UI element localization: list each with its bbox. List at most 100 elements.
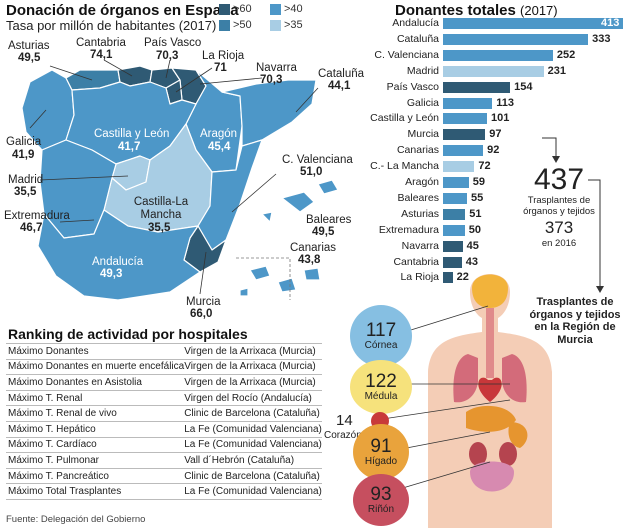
value-andalucia: 49,3 (100, 268, 123, 280)
bar-label: Galicia (406, 96, 439, 109)
bar-value: 101 (491, 112, 510, 125)
bar (443, 81, 511, 93)
bar-label: País Vasco (386, 80, 439, 93)
table-row: Máximo Donantes en muerte encefálica Virg… (6, 358, 322, 375)
stomach-icon (508, 422, 528, 448)
bar (443, 256, 462, 268)
bar (443, 18, 623, 29)
table-row: Máximo T. Hepático La Fe (Comunidad Valen… (6, 420, 322, 438)
bar-value: 92 (487, 144, 500, 157)
bar (443, 113, 488, 125)
source-note: Fuente: Delegación del Gobierno (6, 514, 146, 525)
organ-corazon-label: Corazón (324, 430, 362, 441)
ranking-hospital: Virgen del Rocío (Andalucía) (184, 389, 322, 406)
value-galicia: 41,9 (12, 149, 35, 161)
bar-label: Cantabria (393, 255, 439, 268)
ranking-table: Máximo Donantes Virgen de la Arrixaca (Mu… (6, 343, 322, 500)
bar-label: C. Valenciana (374, 48, 439, 61)
ranking-metric: Máximo T. Renal de vivo (6, 405, 185, 422)
bar-label: Castilla y León (370, 112, 439, 125)
table-row: Máximo T. Cardíaco La Fe (Comunidad Valen… (6, 436, 322, 453)
ranking-metric: Máximo T. Renal (6, 389, 185, 406)
bar-label: Madrid (406, 64, 439, 77)
kidney-icon (469, 442, 487, 466)
label-extremadura: Extremadura (4, 210, 70, 222)
region-cataluna (221, 79, 317, 147)
bar-label: La Rioja (400, 271, 439, 284)
bar (443, 161, 475, 173)
value-cataluna: 44,1 (328, 80, 351, 92)
bar-label: Murcia (407, 128, 439, 141)
legend-label-35: >35 (284, 19, 303, 31)
bar (443, 33, 589, 45)
bar-value: 59 (472, 176, 485, 188)
table-row: Máximo T. Pancreático Clinic de Barcelona… (6, 467, 322, 484)
legend-swatch-35 (270, 20, 281, 31)
table-row: Máximo Donantes Virgen de la Arrixaca (Mu… (6, 343, 322, 360)
transplants-heading: Trasplantes de órganos y tejidos en la R… (529, 296, 621, 346)
value-la-rioja: 71 (214, 62, 227, 74)
ranking-metric: Máximo T. Hepático (6, 420, 185, 438)
ranking-metric: Máximo T. Pancreático (6, 467, 185, 484)
table-row: Máximo Donantes en Asistolia Virgen de la… (6, 374, 322, 391)
label-asturias: Asturias (8, 40, 50, 52)
bar-label: Canarias (396, 144, 439, 157)
bar-value: 72 (478, 160, 491, 173)
value-c-valenciana: 51,0 (300, 166, 323, 178)
region-andalucia (37, 209, 201, 301)
bar-label: Baleares (397, 191, 439, 204)
organ-rinon: 93 Riñón (353, 474, 409, 526)
bar-value: 413 (601, 17, 620, 29)
label-castilla-leon: Castilla y León (94, 128, 170, 140)
region-baleares (261, 179, 339, 223)
value-pais-vasco: 70,3 (156, 50, 179, 62)
legend-label-40: >40 (284, 3, 303, 15)
label-madrid: Madrid (8, 174, 44, 186)
value-murcia: 66,0 (190, 308, 213, 320)
ranking-metric: Máximo T. Cardíaco (6, 436, 185, 453)
bar-label: Asturias (401, 207, 439, 220)
value-cantabria: 74,1 (90, 49, 113, 61)
label-navarra: Navarra (256, 62, 297, 74)
bar-label: Andalucía (392, 17, 439, 29)
ranking-metric: Máximo Total Trasplantes (6, 483, 185, 500)
bar-value: 45 (466, 239, 479, 252)
value-castilla-la-mancha: 35,5 (148, 222, 171, 234)
ranking-hospital: Virgen de la Arrixaca (Murcia) (184, 358, 322, 375)
bar (443, 208, 466, 220)
bar-label: Aragón (405, 176, 439, 188)
bar (443, 177, 469, 188)
label-cantabria: Cantabria (76, 37, 126, 49)
canarias-inset-border (236, 257, 291, 300)
murcia-prev-label: en 2016 (541, 238, 577, 249)
map-title: Donación de órganos en España (6, 2, 239, 19)
right-lung-icon (502, 354, 527, 403)
bar (443, 129, 486, 141)
donors-title: Donantes totales (2017) (395, 2, 558, 19)
ranking-title: Ranking de actividad por hospitales (8, 326, 248, 342)
organ-connectors (375, 305, 511, 491)
ranking-hospital: Vall d´Hebrón (Cataluña) (184, 452, 322, 469)
legend-label-50: >50 (233, 19, 252, 31)
value-extremadura: 46,7 (20, 222, 43, 234)
bar (443, 272, 453, 284)
bar-value: 22 (456, 271, 469, 284)
bar (443, 240, 463, 252)
murcia-prev: 373 (544, 218, 574, 237)
ranking-hospital: Clinic de Barcelona (Cataluña) (184, 405, 322, 422)
murcia-total: 437 (533, 163, 585, 196)
bar-value: 51 (469, 207, 482, 220)
spinal-cord-icon (486, 308, 494, 378)
ranking-metric: Máximo Donantes (6, 343, 185, 360)
bar (443, 65, 544, 77)
value-canarias: 43,8 (298, 254, 321, 266)
organ-higado: 91 Hígado (353, 424, 409, 480)
bar (443, 192, 467, 204)
value-baleares: 49,5 (312, 226, 335, 238)
label-c-valenciana: C. Valenciana (282, 154, 353, 166)
bar-label: Cataluña (396, 32, 439, 45)
bar-value: 55 (470, 191, 484, 204)
label-la-rioja: La Rioja (202, 50, 245, 62)
murcia-total-label: Trasplantes de órganos y tejidos (523, 195, 595, 217)
legend-swatch-50 (219, 20, 230, 31)
